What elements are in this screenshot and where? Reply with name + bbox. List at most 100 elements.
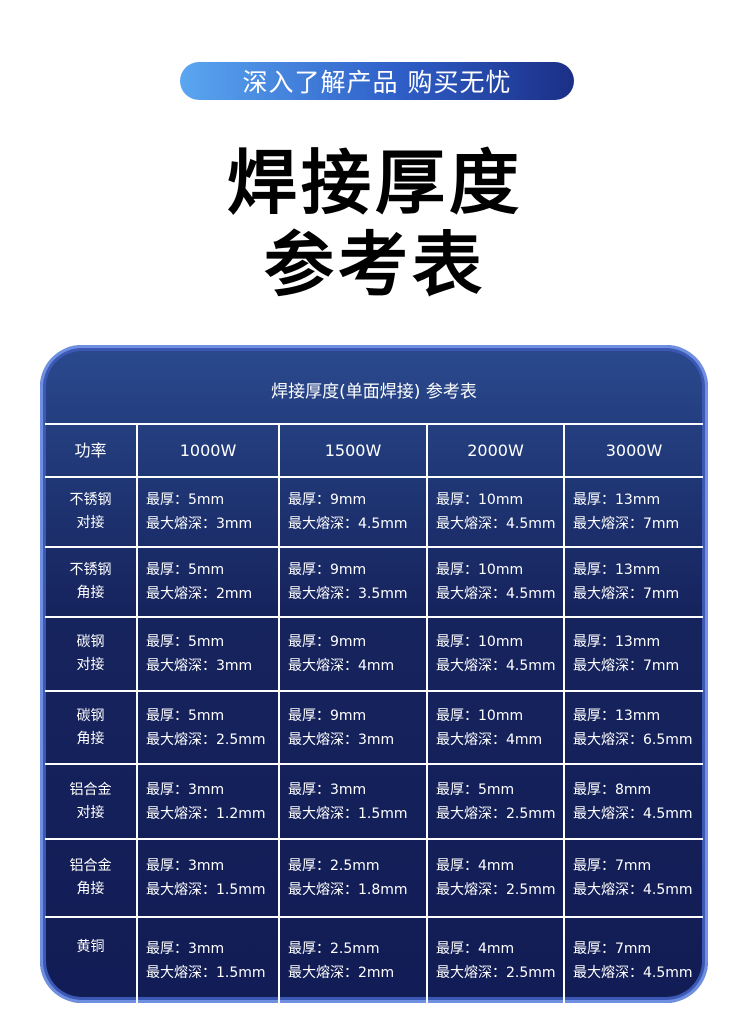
material-cell: 不锈钢 对接 [45, 476, 138, 548]
max-penetration: 最大熔深：3mm [146, 516, 253, 532]
max-penetration: 最大熔深：4.5mm [573, 882, 693, 898]
value-cell: 最厚：5mm 最大熔深：2mm [136, 546, 280, 618]
material-label: 对接 [76, 657, 105, 673]
value-cell: 最厚：10mm 最大熔深：4.5mm [426, 476, 565, 548]
value-cell: 最厚：3mm 最大熔深：1.5mm [136, 838, 280, 918]
max-penetration: 最大熔深：2.5mm [436, 882, 556, 898]
max-penetration: 最大熔深：4.5mm [288, 516, 408, 532]
max-thickness: 最厚：13mm [573, 492, 661, 508]
value-cell: 最厚：4mm 最大熔深：2.5mm [426, 916, 565, 1003]
max-thickness: 最厚：3mm [146, 781, 225, 798]
value-cell: 最厚：9mm 最大熔深：3mm [278, 690, 428, 765]
header-cell: 2000W [426, 423, 565, 478]
max-thickness: 最厚：4mm [436, 940, 515, 957]
table-row: 不锈钢 角接 最厚：5mm 最大熔深：2mm 最厚：9mm 最大熔深：3.5mm 最厚：10… [45, 546, 703, 618]
value-cell: 最厚：10mm 最大熔深：4mm [426, 690, 565, 765]
max-thickness: 最厚：10mm [436, 634, 524, 650]
max-thickness: 最厚：3mm [146, 858, 225, 874]
max-thickness: 最厚：4mm [436, 858, 515, 874]
material-label: 黄铜 [76, 939, 105, 955]
material-label: 铝合金 [69, 781, 112, 798]
max-penetration: 最大熔深：7mm [573, 658, 680, 674]
material-label: 对接 [76, 804, 105, 821]
max-penetration: 最大熔深：3mm [288, 731, 395, 748]
max-penetration: 最大熔深：4.5mm [436, 516, 556, 532]
value-cell: 最厚：9mm 最大熔深：4mm [278, 616, 428, 692]
max-thickness: 最厚：7mm [573, 858, 652, 874]
max-thickness: 最厚：13mm [573, 707, 661, 724]
material-cell: 不锈钢 角接 [45, 546, 138, 618]
max-thickness: 最厚：3mm [288, 781, 367, 798]
max-penetration: 最大熔深：1.5mm [288, 805, 408, 822]
value-cell: 最厚：2.5mm 最大熔深：1.8mm [278, 838, 428, 918]
reference-table-panel: 焊接厚度(单面焊接) 参考表 功率 1000W 1500W 2000W 3000… [40, 345, 708, 1003]
max-thickness: 最厚：9mm [288, 634, 367, 650]
material-cell: 铝合金 对接 [45, 763, 138, 840]
material-label: 铝合金 [69, 858, 112, 874]
max-penetration: 最大熔深：7mm [573, 586, 680, 602]
material-cell: 铝合金 角接 [45, 838, 138, 918]
material-label: 角接 [76, 585, 105, 601]
max-penetration: 最大熔深：2.5mm [436, 964, 556, 981]
table-row: 不锈钢 对接 最厚：5mm 最大熔深：3mm 最厚：9mm 最大熔深：4.5mm 最厚：10… [45, 476, 703, 548]
material-cell: 碳钢 角接 [45, 690, 138, 765]
max-thickness: 最厚：5mm [146, 634, 225, 650]
value-cell: 最厚：13mm 最大熔深：6.5mm [563, 690, 703, 765]
table-row: 碳钢 角接 最厚：5mm 最大熔深：2.5mm 最厚：9mm 最大熔深：3mm 最厚：10m… [45, 690, 703, 765]
max-thickness: 最厚：2.5mm [288, 858, 380, 874]
value-cell: 最厚：9mm 最大熔深：3.5mm [278, 546, 428, 618]
material-label: 对接 [76, 515, 105, 531]
max-penetration: 最大熔深：2.5mm [146, 731, 266, 748]
max-thickness: 最厚：13mm [573, 562, 661, 578]
max-thickness: 最厚：5mm [146, 492, 225, 508]
material-label: 角接 [76, 730, 105, 747]
max-penetration: 最大熔深：7mm [573, 516, 680, 532]
value-cell: 最厚：13mm 最大熔深：7mm [563, 616, 703, 692]
header-cell: 功率 [45, 423, 138, 478]
table-row: 铝合金 角接 最厚：3mm 最大熔深：1.5mm 最厚：2.5mm 最大熔深：1.8mm 最… [45, 838, 703, 918]
value-cell: 最厚：7mm 最大熔深：4.5mm [563, 838, 703, 918]
value-cell: 最厚：13mm 最大熔深：7mm [563, 546, 703, 618]
table-row: 铝合金 对接 最厚：3mm 最大熔深：1.2mm 最厚：3mm 最大熔深：1.5mm 最厚：… [45, 763, 703, 840]
max-penetration: 最大熔深：4.5mm [436, 658, 556, 674]
max-penetration: 最大熔深：3.5mm [288, 586, 408, 602]
page-title-line1: 焊接厚度 [227, 142, 523, 224]
max-penetration: 最大熔深：2.5mm [436, 805, 556, 822]
max-penetration: 最大熔深：4mm [288, 658, 395, 674]
max-thickness: 最厚：5mm [146, 707, 225, 724]
material-label: 不锈钢 [69, 492, 112, 508]
max-thickness: 最厚：2.5mm [288, 940, 380, 957]
max-penetration: 最大熔深：4.5mm [573, 805, 693, 822]
header-cell: 1000W [136, 423, 280, 478]
max-penetration: 最大熔深：2mm [146, 586, 253, 602]
value-cell: 最厚：3mm 最大熔深：1.2mm [136, 763, 280, 840]
value-cell: 最厚：5mm 最大熔深：3mm [136, 476, 280, 548]
table-header-row: 功率 1000W 1500W 2000W 3000W [45, 423, 703, 478]
table-title: 焊接厚度(单面焊接) 参考表 [271, 381, 477, 402]
table-row: 黄铜 最厚：3mm 最大熔深：1.5mm 最厚：2.5mm 最大熔深：2mm 最厚：4mm… [45, 916, 703, 1003]
value-cell: 最厚：7mm 最大熔深：4.5mm [563, 916, 703, 1003]
max-penetration: 最大熔深：4.5mm [436, 586, 556, 602]
max-thickness: 最厚：10mm [436, 707, 524, 724]
value-cell: 最厚：3mm 最大熔深：1.5mm [136, 916, 280, 1003]
value-cell: 最厚：13mm 最大熔深：7mm [563, 476, 703, 548]
value-cell: 最厚：5mm 最大熔深：2.5mm [426, 763, 565, 840]
max-thickness: 最厚：10mm [436, 492, 524, 508]
max-penetration: 最大熔深：1.2mm [146, 805, 266, 822]
table-row: 碳钢 对接 最厚：5mm 最大熔深：3mm 最厚：9mm 最大熔深：4mm 最厚：10mm 最… [45, 616, 703, 692]
max-thickness: 最厚：7mm [573, 940, 652, 957]
value-cell: 最厚：10mm 最大熔深：4.5mm [426, 616, 565, 692]
max-thickness: 最厚：13mm [573, 634, 661, 650]
max-thickness: 最厚：5mm [436, 781, 515, 798]
max-penetration: 最大熔深：1.5mm [146, 882, 266, 898]
max-penetration: 最大熔深：1.8mm [288, 882, 408, 898]
value-cell: 最厚：5mm 最大熔深：3mm [136, 616, 280, 692]
value-cell: 最厚：10mm 最大熔深：4.5mm [426, 546, 565, 618]
material-cell: 黄铜 [45, 916, 138, 1003]
max-penetration: 最大熔深：4mm [436, 731, 543, 748]
material-label: 碳钢 [76, 707, 105, 724]
value-cell: 最厚：3mm 最大熔深：1.5mm [278, 763, 428, 840]
value-cell: 最厚：5mm 最大熔深：2.5mm [136, 690, 280, 765]
material-cell: 碳钢 对接 [45, 616, 138, 692]
value-cell: 最厚：2.5mm 最大熔深：2mm [278, 916, 428, 1003]
